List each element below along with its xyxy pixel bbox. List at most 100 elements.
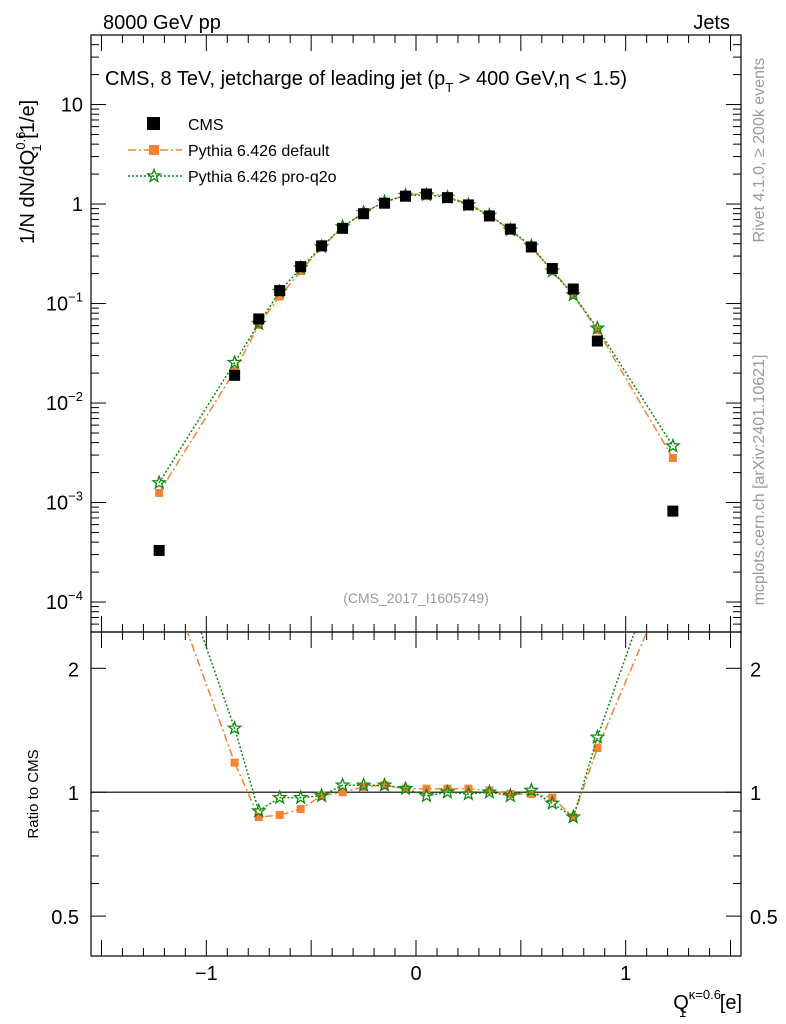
legend: CMS Pythia 6.426 default Pythia 6.426 pr… xyxy=(128,117,337,186)
ratio-proq2o-point xyxy=(502,787,519,803)
main-cms-point xyxy=(358,208,370,220)
ratio-proq2o-point xyxy=(292,789,309,805)
ratio-y-tick-label: 0.5 xyxy=(51,907,79,929)
legend-proq2o-marker xyxy=(146,167,162,183)
main-plot-data xyxy=(151,186,681,556)
legend-proq2o-label: Pythia 6.426 pro-q2o xyxy=(188,169,337,186)
main-proq2o-point xyxy=(151,474,168,490)
ratio-default-point xyxy=(317,791,326,800)
ratio-proq2o-point xyxy=(481,783,498,800)
ratio-proq2o-point xyxy=(376,776,393,792)
main-y-tick-label: 10−3 xyxy=(46,489,83,515)
main-cms-point xyxy=(504,223,516,235)
ratio-default-point xyxy=(380,781,389,790)
main-default-point xyxy=(155,488,164,497)
ratio-plot-frame xyxy=(90,631,742,957)
ratio-default-point xyxy=(230,758,239,767)
ratio-y-tick-label-right: 0.5 xyxy=(750,907,778,929)
main-proq2o-point xyxy=(664,437,681,453)
ratio-proq2o-point xyxy=(271,789,288,805)
main-cms-point xyxy=(253,313,265,325)
main-cms-point xyxy=(153,544,165,556)
main-cms-point xyxy=(667,505,679,517)
main-cms-point xyxy=(462,199,474,211)
main-cms-point xyxy=(337,222,349,234)
legend-cms-marker xyxy=(147,117,160,130)
rivet-version-label: Rivet 4.1.0, ≥ 200k events xyxy=(751,58,768,243)
main-default-point xyxy=(275,292,284,301)
main-y-axis-label: 1/N dN/dQ0.61 [1/e] xyxy=(13,100,44,244)
ratio-proq2o-point xyxy=(418,787,435,803)
main-cms-point xyxy=(546,263,558,275)
main-proq2o-line xyxy=(158,194,674,484)
ratio-proq2o-point xyxy=(523,782,540,798)
main-proq2o-point xyxy=(226,354,243,370)
ratio-proq2o-point xyxy=(589,728,606,745)
main-plot-title: CMS, 8 TeV, jetcharge of leading jet (pT… xyxy=(105,68,627,95)
main-default-point xyxy=(668,454,677,463)
ratio-proq2o-point xyxy=(355,776,372,792)
main-cms-point xyxy=(274,285,286,297)
x-tick-label: −1 xyxy=(195,963,218,985)
ratio-y-tick-label-right: 1 xyxy=(750,783,761,805)
ratio-default-point xyxy=(527,789,536,798)
main-cms-point xyxy=(441,192,453,204)
main-cms-point xyxy=(420,188,432,200)
ratio-default-point xyxy=(506,789,515,798)
ratio-default-point xyxy=(275,811,284,820)
ratio-default-point xyxy=(485,786,494,795)
ratio-plot-data xyxy=(153,505,679,824)
mcplots-source-label: mcplots.cern.ch [arXiv:2401.10621] xyxy=(751,355,768,606)
header-left: 8000 GeV pp xyxy=(103,12,221,34)
main-cms-point xyxy=(400,190,412,202)
main-cms-point xyxy=(379,197,391,209)
main-y-tick-label: 10 xyxy=(61,95,83,117)
main-cms-point xyxy=(525,241,537,253)
ratio-default-point xyxy=(338,788,347,797)
main-y-tick-label: 1 xyxy=(72,194,83,216)
ratio-proq2o-point xyxy=(313,787,330,803)
main-y-tick-label: 10−4 xyxy=(46,588,83,614)
legend-default-marker xyxy=(149,145,159,155)
ratio-proq2o-point xyxy=(439,783,456,800)
main-cms-point xyxy=(316,240,328,252)
x-axis: −1 0 1 xyxy=(100,35,732,985)
legend-default-label: Pythia 6.426 default xyxy=(188,143,330,160)
ratio-proq2o-point xyxy=(667,517,679,529)
main-default-point xyxy=(254,320,263,329)
ratio-y-tick-label: 2 xyxy=(68,659,79,681)
ratio-y-axis: 2 2 1 1 0.5 0.5 xyxy=(51,659,778,957)
main-cms-point xyxy=(295,261,307,273)
ratio-proq2o-point xyxy=(334,776,351,792)
main-cms-point xyxy=(591,335,603,347)
ratio-y-axis-label: Ratio to CMS xyxy=(25,749,42,838)
x-tick-label: 1 xyxy=(620,963,631,985)
ratio-y-tick-label-right: 2 xyxy=(750,659,761,681)
ratio-default-point xyxy=(359,782,368,791)
ratio-proq2o-point xyxy=(226,719,243,736)
x-axis-label: Qκ=0.6 1 [e] xyxy=(673,987,742,1020)
main-y-tick-label: 10−1 xyxy=(46,290,83,316)
ratio-proq2o-point xyxy=(460,785,477,801)
main-cms-point xyxy=(483,210,495,222)
main-cms-point xyxy=(567,283,579,295)
header-right: Jets xyxy=(693,12,730,34)
main-cms-point xyxy=(229,369,241,381)
ratio-default-point xyxy=(254,813,263,822)
main-proq2o-point xyxy=(589,319,606,336)
main-default-point xyxy=(569,290,578,299)
analysis-id-annotation: (CMS_2017_I1605749) xyxy=(343,590,489,606)
ratio-proq2o-point xyxy=(153,505,165,517)
ratio-proq2o-point xyxy=(397,780,414,796)
ratio-proq2o-point xyxy=(250,802,267,818)
ratio-default-point xyxy=(296,805,305,814)
ratio-proq2o-point xyxy=(544,794,561,810)
ratio-default-point xyxy=(669,567,677,575)
ratio-default-point xyxy=(593,744,602,753)
ratio-proq2o-line xyxy=(200,632,636,819)
main-y-axis: 10 1 10−1 10−2 10−3 10−4 xyxy=(46,34,741,633)
x-tick-label: 0 xyxy=(410,963,421,985)
main-y-tick-label: 10−2 xyxy=(46,389,83,415)
ratio-proq2o-point xyxy=(565,808,582,824)
